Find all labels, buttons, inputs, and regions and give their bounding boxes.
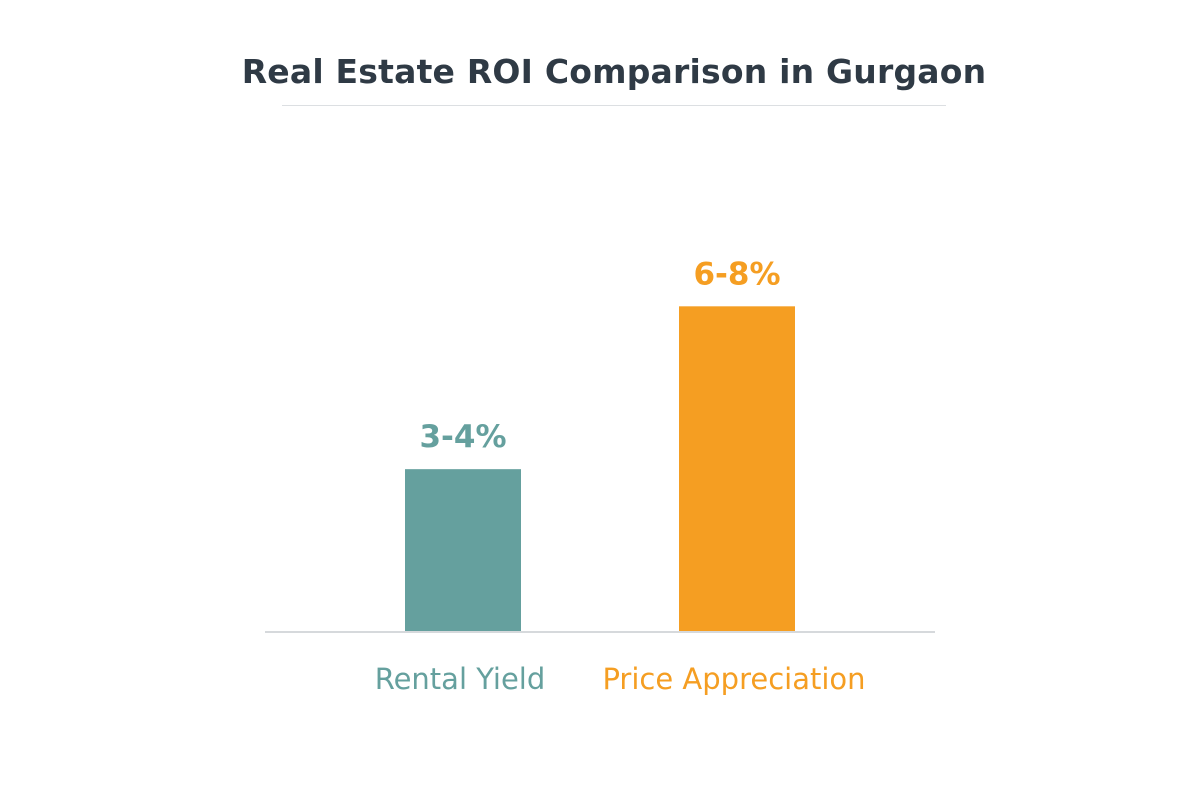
- category-label: Rental Yield: [375, 662, 546, 696]
- value-label: 3-4%: [419, 419, 506, 455]
- chart-title: Real Estate ROI Comparison in Gurgaon: [241, 52, 987, 91]
- bar-price-appreciation: [679, 306, 795, 632]
- labels-layer: 3-4% Rental Yield 6-8% Price Appreciation: [375, 256, 866, 696]
- title-divider: [282, 105, 946, 106]
- category-label: Price Appreciation: [602, 662, 865, 696]
- bar-rental-yield: [405, 469, 521, 632]
- bars-layer: [405, 306, 795, 632]
- value-label: 6-8%: [693, 256, 780, 292]
